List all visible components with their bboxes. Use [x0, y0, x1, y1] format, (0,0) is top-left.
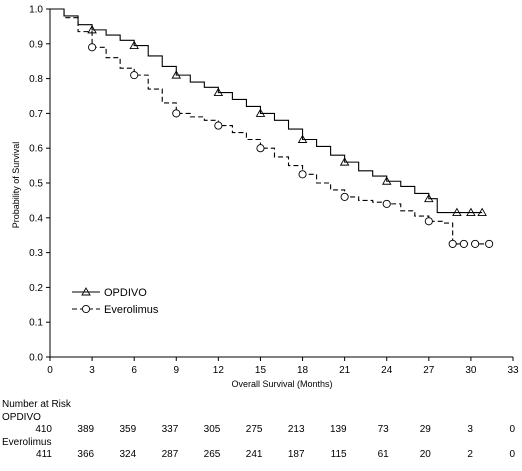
data-point-opdivo	[255, 108, 266, 117]
data-point-everolimus	[340, 192, 349, 201]
x-tick-label: 15	[255, 365, 267, 376]
risk-value: 305	[204, 424, 221, 435]
data-point-everolimus	[424, 217, 433, 226]
risk-value: 0	[509, 424, 515, 435]
data-point-opdivo	[339, 157, 350, 166]
data-point-everolimus	[130, 71, 139, 80]
risk-value: 410	[35, 424, 52, 435]
data-point-opdivo	[297, 134, 308, 143]
chart-axes: 0.0 0.1 0.2 0.3 0.4 0.5 0.6 0.7 0.8 0.9 1.0 0 3 6 9 12 1…	[29, 5, 519, 377]
risk-value: 3	[467, 424, 473, 435]
series-line-opdivo	[50, 8, 483, 214]
risk-value: 139	[330, 424, 347, 435]
x-tick-label: 12	[213, 365, 225, 376]
data-point-opdivo	[452, 207, 462, 217]
risk-value: 337	[162, 424, 179, 435]
y-tick-label: 1.0	[29, 5, 43, 16]
series-line-everolimus	[50, 8, 490, 245]
risk-value: 359	[119, 424, 136, 435]
data-point-everolimus	[88, 43, 97, 52]
data-point-everolimus	[471, 239, 480, 248]
risk-row-label: Everolimus	[2, 437, 51, 448]
risk-value: 324	[119, 449, 136, 460]
x-tick-label: 0	[47, 365, 53, 376]
data-point-opdivo	[466, 207, 476, 217]
legend-marker-everolimus	[81, 304, 91, 314]
x-tick-label: 27	[423, 365, 435, 376]
x-tick-label: 18	[297, 365, 309, 376]
x-tick-label: 3	[89, 365, 95, 376]
risk-value: 213	[288, 424, 305, 435]
y-tick-label: 0.0	[29, 353, 43, 364]
data-point-opdivo	[171, 70, 182, 79]
legend-label: OPDIVO	[104, 287, 147, 299]
risk-value: 265	[204, 449, 221, 460]
y-tick-label: 0.9	[29, 39, 43, 50]
risk-value: 61	[378, 449, 390, 460]
data-point-everolimus	[256, 144, 265, 153]
y-tick-label: 0.3	[29, 248, 43, 259]
y-tick-label: 0.2	[29, 283, 43, 294]
x-axis-label: Overall Survival (Months)	[231, 379, 332, 389]
plot-area	[50, 8, 494, 248]
data-point-opdivo	[477, 207, 487, 217]
x-tick-label: 21	[339, 365, 351, 376]
x-tick-label: 33	[507, 365, 519, 376]
chart-legend: OPDIVO Everolimus	[72, 287, 159, 316]
x-tick-label: 24	[381, 365, 393, 376]
risk-value: 287	[162, 449, 179, 460]
x-tick-label: 30	[465, 365, 477, 376]
data-point-opdivo	[381, 176, 392, 185]
data-point-everolimus	[485, 239, 494, 248]
y-tick-label: 0.8	[29, 74, 43, 85]
y-axis-label: Probability of Survival	[11, 142, 21, 229]
risk-row-label: OPDIVO	[2, 412, 41, 423]
data-point-everolimus	[172, 109, 181, 118]
y-tick-label: 0.6	[29, 144, 43, 155]
risk-value: 20	[420, 449, 432, 460]
y-tick-label: 0.7	[29, 109, 43, 120]
x-tick-label: 9	[173, 365, 179, 376]
risk-value: 241	[246, 449, 263, 460]
data-point-everolimus	[459, 239, 468, 248]
data-point-everolimus	[298, 170, 307, 179]
risk-value: 187	[288, 449, 305, 460]
risk-value: 389	[77, 424, 94, 435]
risk-value: 0	[509, 449, 515, 460]
risk-value: 115	[331, 449, 347, 460]
risk-value: 366	[77, 449, 94, 460]
data-point-opdivo	[424, 193, 434, 203]
risk-value: 73	[378, 424, 390, 435]
data-point-everolimus	[214, 121, 223, 130]
risk-value: 411	[36, 449, 52, 460]
y-tick-label: 0.1	[29, 318, 43, 329]
risk-value: 275	[246, 424, 263, 435]
risk-table-title: Number at Risk	[2, 399, 72, 410]
data-point-opdivo	[213, 87, 224, 96]
risk-value: 29	[420, 424, 432, 435]
legend-label: Everolimus	[104, 304, 159, 316]
legend-marker-opdivo	[81, 287, 91, 296]
y-tick-label: 0.5	[29, 179, 43, 190]
risk-value: 2	[467, 449, 473, 460]
data-point-everolimus	[382, 199, 391, 208]
y-tick-label: 0.4	[29, 213, 43, 224]
data-point-everolimus	[448, 239, 457, 248]
data-point-opdivo	[129, 40, 139, 49]
x-tick-label: 6	[131, 365, 137, 376]
